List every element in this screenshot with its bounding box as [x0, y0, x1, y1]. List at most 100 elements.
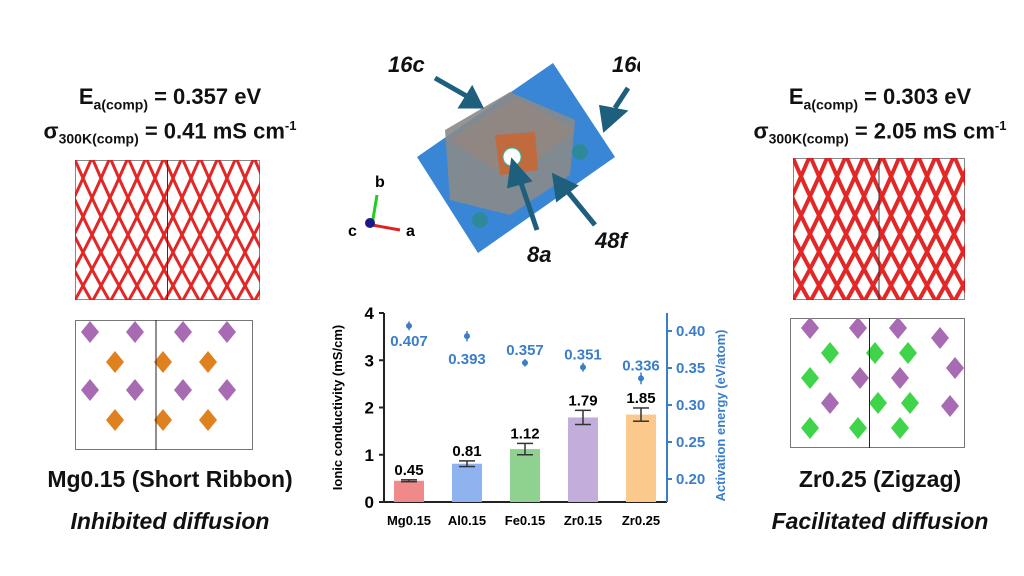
- activation-point: [464, 333, 470, 340]
- ea-symbol: E: [78, 84, 94, 109]
- diamond: [889, 318, 907, 339]
- ea-value: = 0.303 eV: [857, 84, 972, 109]
- trajectory-path: [75, 233, 111, 300]
- right-composition-label: Zr0.25 (Zigzag): [798, 466, 962, 492]
- ea-sub: a(comp): [803, 96, 858, 113]
- sigma-sub2: (comp): [802, 130, 849, 147]
- diamond: [901, 392, 919, 414]
- y-tick-label: 2: [365, 399, 374, 418]
- diamond: [174, 379, 192, 401]
- label-8a: 8a: [527, 242, 551, 267]
- trajectory-path: [75, 160, 129, 271]
- diamond: [931, 327, 949, 349]
- trajectory-path: [145, 160, 219, 300]
- label-48f: 48f: [594, 228, 629, 253]
- trajectory-path: [953, 277, 965, 300]
- activation-point: [522, 359, 528, 366]
- y2-tick-label: 0.30: [676, 397, 705, 414]
- diamond: [801, 417, 819, 439]
- y2-tick-label: 0.20: [676, 471, 705, 488]
- arrow-8a-head: [507, 157, 533, 189]
- y-tick-label: 4: [365, 304, 375, 323]
- bar: [626, 414, 656, 502]
- arrow-16d: [612, 86, 631, 110]
- diamond: [126, 379, 144, 401]
- right-activation-energy: Ea(comp) = 0.303 eV: [730, 84, 1024, 112]
- sigma-value: = 0.41 mS cm: [138, 118, 285, 144]
- point-value-label: 0.336: [622, 357, 660, 374]
- left-trajectory-image: [75, 160, 260, 300]
- bar: [568, 417, 598, 502]
- ea-value: = 0.357 eV: [147, 84, 262, 109]
- diamond: [869, 392, 887, 414]
- sigma-value: = 2.05 mS cm: [848, 118, 995, 144]
- y2-tick-label: 0.40: [676, 323, 705, 340]
- a-axis-label: a: [406, 223, 415, 240]
- sigma-sup: -1: [284, 118, 297, 133]
- right-diffusion-label: Facilitated diffusion: [771, 508, 989, 534]
- y-tick-label: 3: [365, 351, 374, 370]
- trajectory-path: [109, 160, 183, 300]
- sigma-symbol: σ: [753, 118, 769, 144]
- trajectory-path: [935, 158, 965, 225]
- x-tick-label: Mg0.15: [387, 513, 431, 528]
- x-tick-label: Al0.15: [448, 513, 486, 528]
- atom: [472, 212, 488, 228]
- diamond: [866, 342, 884, 364]
- activation-point: [638, 375, 644, 382]
- diamond: [849, 417, 867, 439]
- diamond: [81, 321, 99, 343]
- diamond: [851, 367, 869, 389]
- x-tick-label: Zr0.15: [564, 513, 602, 528]
- diamond: [801, 367, 819, 389]
- trajectory-path: [917, 206, 965, 300]
- left-conductivity: σ300K(comp) = 0.41 mS cm-1: [20, 118, 320, 147]
- bar: [394, 480, 424, 502]
- trajectory-path: [91, 160, 165, 300]
- trajectory-path: [75, 160, 111, 237]
- arrow-48f: [566, 190, 597, 227]
- y2-tick-label: 0.35: [676, 360, 705, 377]
- trajectory-path: [109, 160, 183, 300]
- ea-symbol: E: [788, 84, 804, 109]
- left-diffusion-label: Inhibited diffusion: [70, 508, 270, 534]
- diamond: [891, 417, 909, 439]
- bar-value-label: 1.79: [568, 392, 597, 409]
- diamond: [821, 342, 839, 364]
- trajectory-path: [917, 158, 965, 260]
- sigma-sub: 300K: [58, 130, 93, 147]
- conductivity-activation-chart: 0 1 2 3 4 0.20 0.25 0.30 0.35 0.40 Ionic conductiv…: [330, 304, 728, 528]
- right-conductivity: σ300K(comp) = 2.05 mS cm-1: [730, 118, 1024, 147]
- activation-point: [406, 322, 412, 329]
- trajectory-path: [145, 160, 219, 300]
- crystal-structure-diagram: 16c 16d 8a 48f b a c: [348, 52, 640, 267]
- axis-indicator: b a c: [348, 174, 415, 240]
- y2-axis-label: Activation energy (eV/atom): [713, 330, 728, 502]
- arrow-48f-head: [551, 172, 579, 203]
- diamond: [899, 342, 917, 364]
- sigma-symbol: σ: [43, 118, 59, 144]
- label-16d: 16d: [612, 52, 640, 77]
- diamond: [801, 318, 819, 339]
- left-composition-label: Mg0.15 (Short Ribbon): [47, 466, 293, 492]
- diamond: [154, 409, 172, 431]
- diamond: [891, 367, 909, 389]
- diamond: [199, 409, 217, 431]
- arrow-16d-head: [599, 104, 629, 133]
- bar-value-label: 1.12: [510, 425, 539, 442]
- trajectory-path: [91, 160, 165, 300]
- trajectory-path: [127, 160, 201, 300]
- trajectory-paths: [793, 158, 965, 300]
- bar-value-label: 1.85: [626, 390, 655, 407]
- trajectory-path: [127, 160, 201, 300]
- left-activation-energy: Ea(comp) = 0.357 eV: [20, 84, 320, 112]
- b-axis-label: b: [375, 174, 385, 191]
- trajectory-path: [217, 160, 260, 250]
- diamond: [154, 351, 172, 373]
- arrow-16c-head: [457, 84, 485, 109]
- trajectory-path: [75, 196, 129, 300]
- point-value-label: 0.351: [564, 346, 602, 363]
- sigma-sub: 300K: [768, 130, 803, 147]
- diamond: [126, 321, 144, 343]
- a-axis-arrow: [371, 223, 401, 232]
